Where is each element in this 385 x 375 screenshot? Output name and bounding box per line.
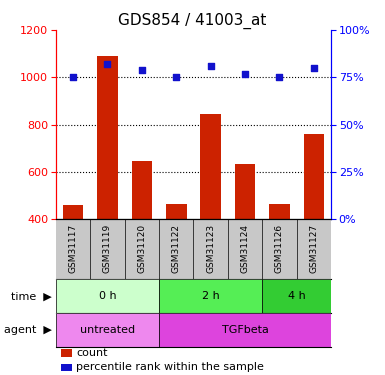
Bar [56, 313, 159, 347]
Text: GSM31123: GSM31123 [206, 224, 215, 273]
Text: 4 h: 4 h [288, 291, 306, 301]
Text: GSM31124: GSM31124 [241, 224, 249, 273]
Text: 0 h: 0 h [99, 291, 116, 301]
Text: time  ▶: time ▶ [11, 291, 52, 301]
Bar [97, 56, 118, 314]
Text: count: count [77, 348, 108, 358]
Bar [303, 134, 324, 314]
Text: GSM31117: GSM31117 [69, 224, 77, 273]
Text: agent  ▶: agent ▶ [4, 325, 52, 335]
Text: GSM31120: GSM31120 [137, 224, 146, 273]
Text: GSM31126: GSM31126 [275, 224, 284, 273]
Text: GSM31127: GSM31127 [310, 224, 318, 273]
Point [104, 61, 110, 67]
Point [70, 74, 76, 80]
Bar [56, 279, 159, 313]
Point [139, 67, 145, 73]
Text: GSM31119: GSM31119 [103, 224, 112, 273]
Point [311, 65, 317, 71]
Bar [235, 164, 255, 314]
Bar [262, 279, 331, 313]
Text: GDS854 / 41003_at: GDS854 / 41003_at [118, 13, 267, 29]
Bar [132, 161, 152, 314]
Text: untreated: untreated [80, 325, 135, 335]
Point [276, 74, 283, 80]
Text: 2 h: 2 h [202, 291, 219, 301]
Bar [159, 279, 262, 313]
Bar [159, 313, 331, 347]
Bar [61, 349, 72, 357]
Point [242, 70, 248, 76]
Point [208, 63, 214, 69]
Bar [166, 204, 187, 314]
Bar [61, 364, 72, 371]
Text: GSM31122: GSM31122 [172, 224, 181, 273]
Text: TGFbeta: TGFbeta [222, 325, 268, 335]
Bar [200, 114, 221, 314]
Bar [63, 205, 83, 314]
Point [173, 74, 179, 80]
Text: percentile rank within the sample: percentile rank within the sample [77, 362, 264, 372]
Bar [269, 204, 290, 314]
